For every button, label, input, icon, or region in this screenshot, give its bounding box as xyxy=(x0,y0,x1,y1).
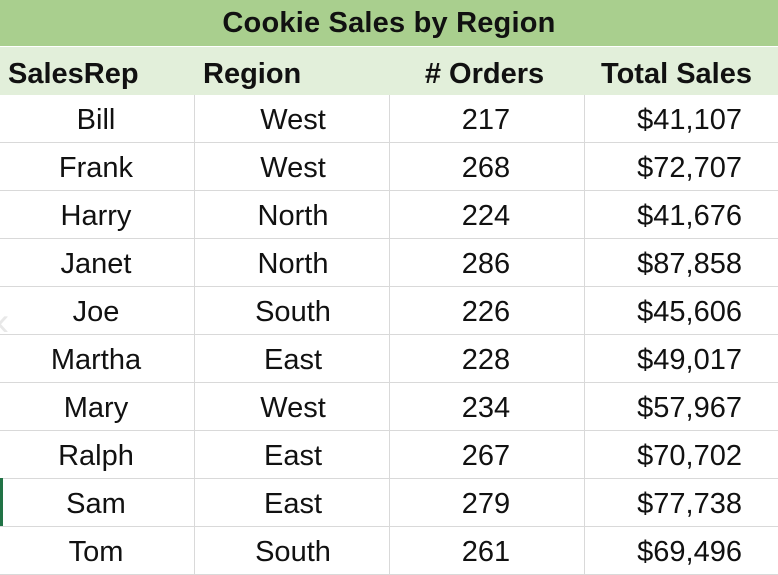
cell-salesrep[interactable]: Mary xyxy=(0,383,195,431)
cell-region[interactable]: East xyxy=(195,335,390,383)
cell-orders[interactable]: 228 xyxy=(390,335,585,383)
table-row: Frank West 268 $72,707 xyxy=(0,143,778,191)
cell-salesrep[interactable]: Martha xyxy=(0,335,195,383)
cell-total-sales[interactable]: $77,738 xyxy=(585,479,778,527)
table-row: Tom South 261 $69,496 xyxy=(0,527,778,575)
table-row: Martha East 228 $49,017 xyxy=(0,335,778,383)
column-header-orders[interactable]: # Orders xyxy=(424,57,545,90)
cell-orders[interactable]: 261 xyxy=(390,527,585,575)
column-header-salesrep[interactable]: SalesRep xyxy=(8,57,139,90)
table-row: Janet North 286 $87,858 xyxy=(0,239,778,287)
column-header-region[interactable]: Region xyxy=(203,57,302,90)
table-row: Sam East 279 $77,738 xyxy=(0,479,778,527)
cell-salesrep[interactable]: Janet xyxy=(0,239,195,287)
cell-region[interactable]: North xyxy=(195,239,390,287)
table-row: Mary West 234 $57,967 xyxy=(0,383,778,431)
table-row: Bill West 217 $41,107 xyxy=(0,95,778,143)
table-row: Joe South 226 $45,606 xyxy=(0,287,778,335)
cell-salesrep[interactable]: Frank xyxy=(0,143,195,191)
cell-total-sales[interactable]: $72,707 xyxy=(585,143,778,191)
cell-orders[interactable]: 267 xyxy=(390,431,585,479)
table-body: Bill West 217 $41,107 Frank West 268 $72… xyxy=(0,95,778,575)
header-row: SalesRep Region # Orders Total Sales xyxy=(0,47,778,95)
table-title[interactable]: Cookie Sales by Region xyxy=(0,0,778,47)
cell-orders[interactable]: 234 xyxy=(390,383,585,431)
cell-total-sales[interactable]: $87,858 xyxy=(585,239,778,287)
cell-total-sales[interactable]: $41,107 xyxy=(585,95,778,143)
cell-salesrep[interactable]: Tom xyxy=(0,527,195,575)
table-row: Ralph East 267 $70,702 xyxy=(0,431,778,479)
cell-region[interactable]: West xyxy=(195,143,390,191)
cell-orders[interactable]: 268 xyxy=(390,143,585,191)
cell-total-sales[interactable]: $70,702 xyxy=(585,431,778,479)
cell-region[interactable]: North xyxy=(195,191,390,239)
cell-salesrep[interactable]: Bill xyxy=(0,95,195,143)
cell-orders[interactable]: 224 xyxy=(390,191,585,239)
cell-orders[interactable]: 217 xyxy=(390,95,585,143)
cell-total-sales[interactable]: $57,967 xyxy=(585,383,778,431)
cell-salesrep[interactable]: Joe xyxy=(0,287,195,335)
cell-total-sales[interactable]: $45,606 xyxy=(585,287,778,335)
column-header-total-sales[interactable]: Total Sales xyxy=(601,57,752,90)
cell-orders[interactable]: 226 xyxy=(390,287,585,335)
cell-region[interactable]: East xyxy=(195,479,390,527)
cell-region[interactable]: West xyxy=(195,383,390,431)
cell-region[interactable]: South xyxy=(195,287,390,335)
cell-region[interactable]: East xyxy=(195,431,390,479)
cell-region[interactable]: South xyxy=(195,527,390,575)
cell-region[interactable]: West xyxy=(195,95,390,143)
chevron-left-icon: ‹ xyxy=(0,292,10,352)
selection-edge-indicator xyxy=(0,478,3,526)
cell-salesrep[interactable]: Sam xyxy=(0,479,195,527)
table-row: Harry North 224 $41,676 xyxy=(0,191,778,239)
cell-salesrep[interactable]: Harry xyxy=(0,191,195,239)
cell-orders[interactable]: 279 xyxy=(390,479,585,527)
cell-total-sales[interactable]: $49,017 xyxy=(585,335,778,383)
cell-orders[interactable]: 286 xyxy=(390,239,585,287)
cell-total-sales[interactable]: $69,496 xyxy=(585,527,778,575)
cell-salesrep[interactable]: Ralph xyxy=(0,431,195,479)
cell-total-sales[interactable]: $41,676 xyxy=(585,191,778,239)
